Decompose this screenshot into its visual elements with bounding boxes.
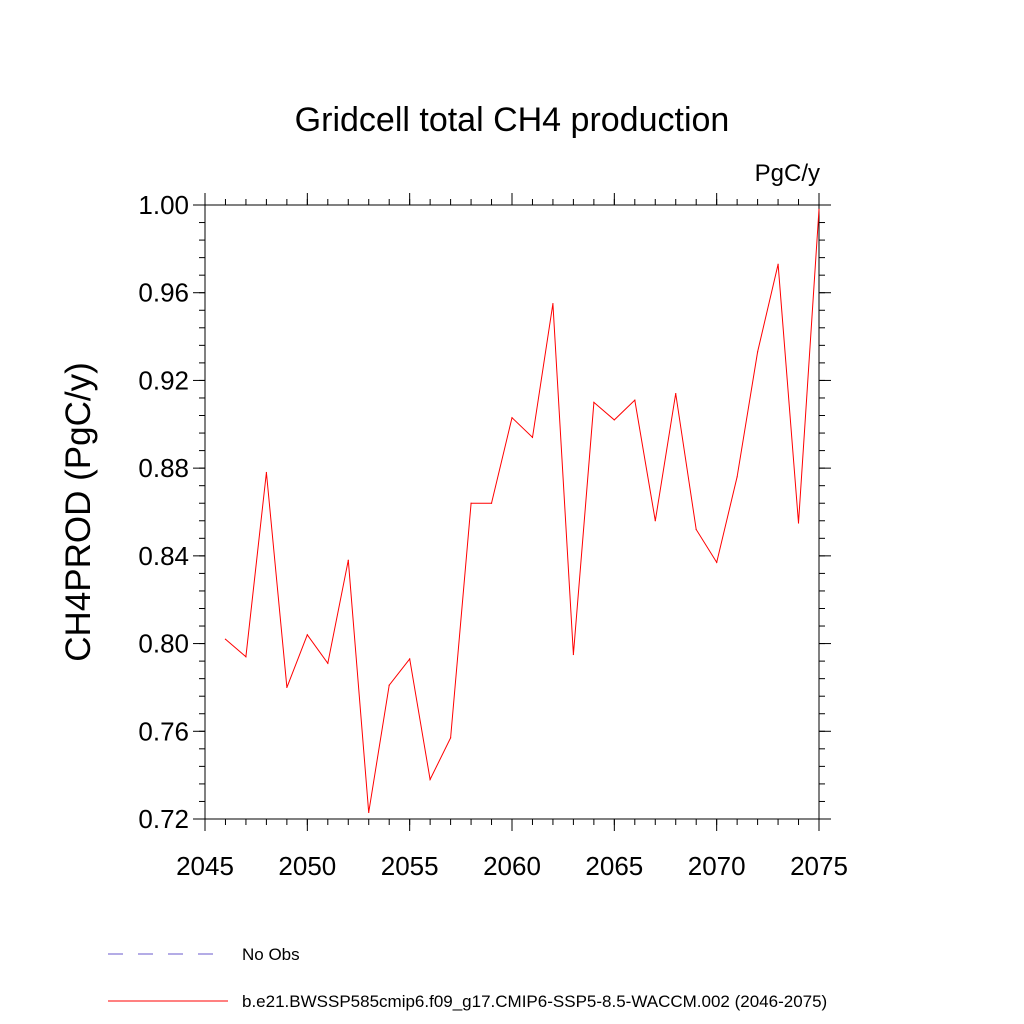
data-point [757, 351, 759, 353]
data-point [490, 502, 493, 504]
data-point [388, 684, 390, 686]
plot-frame [204, 204, 820, 820]
data-point [470, 502, 472, 504]
x-tick-label: 2065 [585, 851, 643, 881]
x-tick-label: 2060 [483, 851, 541, 881]
data-point [368, 811, 370, 814]
x-tick-label: 2055 [381, 851, 439, 881]
data-point [572, 653, 575, 656]
legend-label: b.e21.BWSSP585cmip6.f09_g17.CMIP6-SSP5-8… [242, 992, 827, 1011]
data-point [593, 401, 595, 403]
data-point [695, 528, 697, 531]
data-point [327, 662, 329, 664]
x-tick-label: 2075 [790, 851, 848, 881]
y-tick-label: 0.88 [138, 453, 189, 483]
data-point [286, 686, 288, 689]
legend-label: No Obs [242, 945, 300, 964]
data-point [224, 638, 227, 640]
data-point [347, 559, 349, 561]
data-point [716, 561, 718, 564]
data-point [552, 303, 554, 305]
units-label: PgC/y [755, 160, 820, 187]
x-tick-label: 2050 [278, 851, 336, 881]
y-tick-label: 0.76 [138, 716, 189, 746]
data-point [736, 476, 738, 478]
data-point [797, 522, 800, 524]
data-point [306, 634, 308, 636]
data-point [265, 471, 267, 474]
y-axis-label: CH4PROD (PgC/y) [59, 362, 98, 661]
data-point [818, 208, 820, 210]
data-point [777, 263, 779, 265]
data-point [245, 656, 247, 658]
data-point [409, 658, 411, 660]
series-layer [224, 208, 820, 814]
y-tick-label: 0.92 [138, 365, 189, 395]
y-tick-labels: 0.72 0.76 0.80 0.84 0.88 0.92 0.96 1.00 [138, 190, 189, 834]
data-point [675, 392, 677, 395]
x-tick-label: 2070 [688, 851, 746, 881]
data-point [634, 399, 636, 401]
series-line [225, 209, 820, 813]
y-tick-label: 0.72 [138, 804, 189, 834]
y-tick-label: 1.00 [138, 190, 189, 220]
data-point [531, 436, 534, 439]
y-tick-label: 0.84 [138, 541, 189, 571]
x-tick-label: 2045 [176, 851, 234, 881]
chart-title: Gridcell total CH4 production [295, 101, 730, 139]
legend: No Obs b.e21.BWSSP585cmip6.f09_g17.CMIP6-… [108, 945, 827, 1011]
data-point [450, 737, 452, 739]
data-point [429, 778, 431, 781]
y-tick-label: 0.96 [138, 278, 189, 308]
axis-ticks [193, 193, 831, 831]
y-tick-label: 0.80 [138, 629, 189, 659]
data-point [613, 419, 615, 421]
x-tick-labels: 2045 2050 2055 2060 2065 2070 2075 [176, 851, 848, 881]
data-point [511, 417, 513, 419]
data-point [654, 520, 656, 522]
